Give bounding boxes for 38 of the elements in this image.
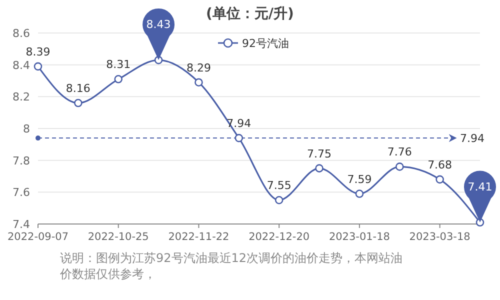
x-tick-label: 2022-11-22 — [168, 231, 230, 243]
data-label: 7.76 — [387, 146, 412, 159]
x-tick-label: 2022-10-25 — [88, 231, 149, 243]
point — [274, 196, 284, 204]
data-label: 8.16 — [66, 82, 90, 96]
point — [315, 164, 324, 172]
data-label: 8.43 — [146, 18, 171, 32]
point — [355, 190, 364, 198]
y-tick-label: 7.6 — [12, 186, 30, 200]
point — [395, 162, 404, 171]
y-tick-label: 7.8 — [12, 154, 30, 168]
data-label: 8.39 — [26, 45, 50, 58]
x-tick-label: 2023-01-18 — [328, 231, 390, 243]
point — [114, 75, 123, 84]
legend-label: 92号汽油 — [242, 37, 289, 50]
chart-title: (单位：元/升) — [206, 5, 294, 22]
data-label: 7.41 — [468, 180, 492, 194]
point — [34, 62, 42, 71]
x-tick-label: 2023-03-18 — [409, 231, 470, 243]
ref-line-label: 7.94 — [460, 132, 484, 146]
data-label: 8.31 — [106, 58, 131, 72]
point — [234, 134, 244, 142]
y-tick-label: 8.2 — [12, 90, 30, 104]
x-tick-label: 2022-09-07 — [7, 231, 69, 243]
y-tick-label: 7.4 — [12, 218, 30, 231]
point — [194, 78, 203, 86]
y-tick-label: 8.6 — [12, 27, 30, 40]
x-tick-label: 2022-12-20 — [248, 231, 310, 243]
point — [74, 98, 82, 108]
data-label: 7.68 — [428, 158, 452, 172]
y-tick-label: 8 — [23, 122, 30, 136]
data-label: 7.59 — [347, 172, 372, 186]
point — [436, 175, 444, 184]
data-label: 8.29 — [186, 61, 211, 74]
y-tick-label: 8.4 — [12, 58, 30, 72]
data-label: 7.75 — [307, 147, 332, 160]
data-label: 7.55 — [266, 179, 292, 192]
text: 说明：图例为江苏92号汽油最近12次调价的油价走势，本网站油价数据仅供参考， — [59, 251, 403, 281]
